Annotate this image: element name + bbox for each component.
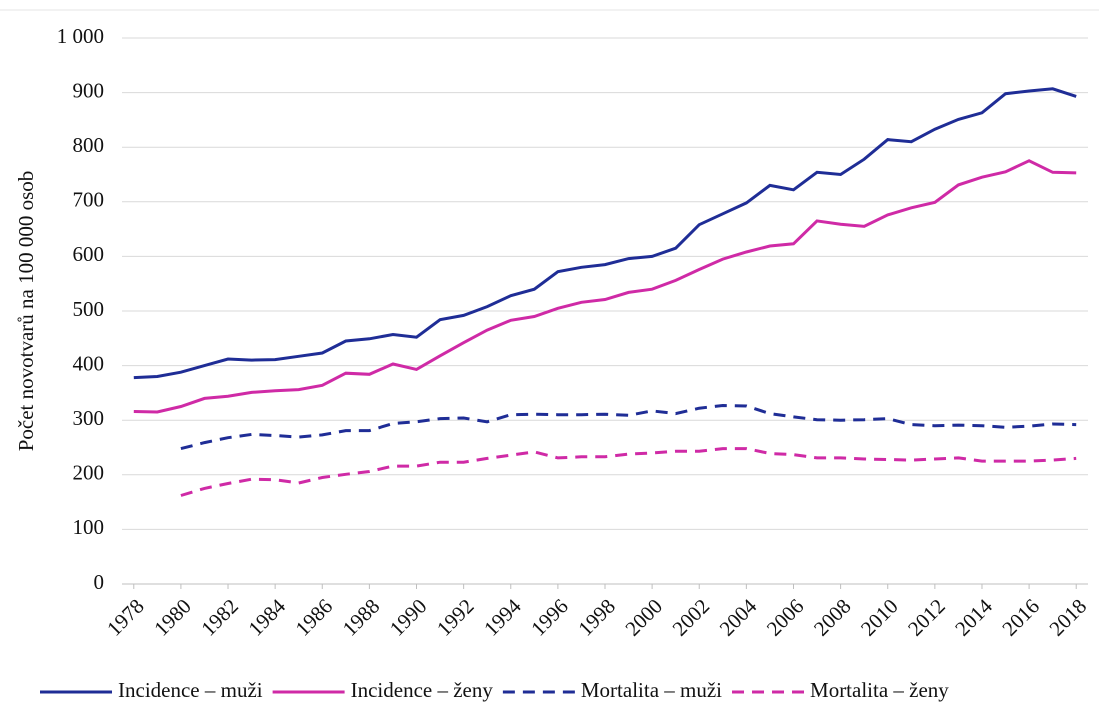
y-tick-label: 600 [73, 242, 105, 266]
x-tick-label: 2018 [1044, 594, 1091, 641]
y-tick-label: 400 [73, 351, 105, 375]
legend-label: Mortalita – ženy [810, 678, 949, 702]
x-tick-label: 1984 [243, 594, 290, 641]
x-tick-label: 2000 [620, 594, 667, 641]
y-tick-label: 0 [94, 570, 105, 594]
x-tick-label: 2010 [856, 594, 903, 641]
x-tick-label: 1978 [102, 594, 149, 641]
legend-label: Incidence – muži [118, 678, 263, 702]
y-axis-label: Počet novotvarů na 100 000 osob [14, 171, 38, 452]
x-tick-label: 2002 [668, 594, 715, 641]
series-line [133, 87, 1077, 380]
x-tick-label: 2004 [715, 594, 762, 641]
x-tick-label: 2008 [809, 594, 856, 641]
x-tick-label: 1980 [149, 594, 196, 641]
y-tick-label: 200 [73, 461, 105, 485]
x-tick-label: 1996 [526, 594, 573, 641]
x-tick-label: 2012 [903, 594, 950, 641]
x-tick-label: 2014 [950, 594, 997, 641]
y-tick-label: 800 [73, 133, 105, 157]
x-tick-label: 2016 [997, 594, 1044, 641]
legend-label: Incidence – ženy [351, 678, 494, 702]
series-line [133, 159, 1077, 414]
x-tick-label: 1990 [385, 594, 432, 641]
x-tick-label: 1992 [432, 594, 479, 641]
x-tick-label: 1982 [196, 594, 243, 641]
y-tick-label: 700 [73, 188, 105, 212]
x-tick-label: 1994 [479, 594, 526, 641]
series-line [180, 447, 1077, 497]
y-tick-label: 300 [73, 406, 105, 430]
x-tick-label: 1998 [573, 594, 620, 641]
y-tick-label: 1 000 [57, 24, 104, 48]
x-tick-label: 1988 [338, 594, 385, 641]
series-line [180, 403, 1077, 451]
y-tick-label: 900 [73, 78, 105, 102]
y-tick-label: 100 [73, 515, 105, 539]
legend-label: Mortalita – muži [581, 678, 722, 702]
x-tick-label: 2006 [762, 594, 809, 641]
x-tick-label: 1986 [291, 594, 338, 641]
y-tick-label: 500 [73, 297, 105, 321]
